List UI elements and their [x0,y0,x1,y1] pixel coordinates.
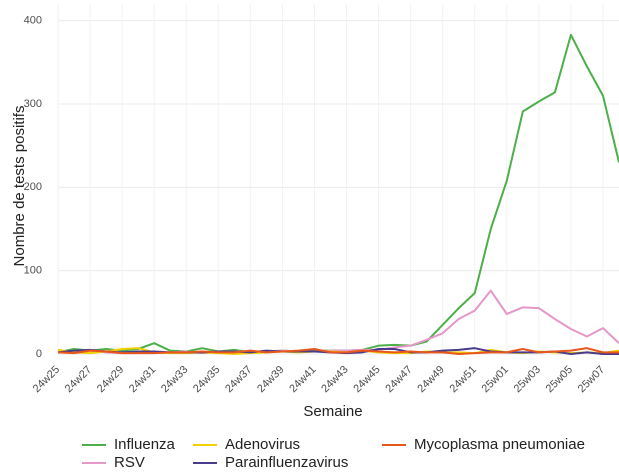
x-tick-label: 24w45 [351,364,382,395]
x-tick-label: 24w27 [63,364,94,395]
x-tick-label: 25w03 [512,364,543,395]
legend-label: Parainfluenzavirus [225,454,348,471]
x-tick-label: 24w49 [415,364,446,395]
x-tick-label: 24w35 [191,364,222,395]
x-tick-label: 24w25 [31,364,62,395]
y-tick-label: 400 [24,15,42,27]
legend-label: Influenza [114,436,176,453]
x-axis-title: Semaine [303,403,362,420]
x-tick-label: 24w37 [223,364,254,395]
x-tick-label: 25w01 [480,364,511,395]
series-line [57,289,619,355]
legend-label: Mycoplasma pneumoniae [414,436,585,453]
y-tick-label: 300 [24,98,42,110]
series-line [57,33,619,354]
y-tick-label: 200 [24,181,42,193]
x-tick-label: 24w47 [383,364,414,395]
x-tick-label: 24w39 [255,364,286,395]
y-axis-title: Nombre de tests positifs [11,106,28,267]
series-line [57,347,619,355]
x-tick-label: 24w29 [95,364,126,395]
x-tick-label: 24w51 [448,364,479,395]
x-tick-label: 25w07 [576,364,607,395]
y-tick-label: 100 [24,265,42,277]
legend-label: Adenovirus [225,436,300,453]
x-tick-label: 24w41 [287,364,318,395]
x-tick-label: 24w43 [319,364,350,395]
x-tick-label: 24w31 [127,364,158,395]
x-tick-label: 25w05 [544,364,575,395]
x-tick-label: 24w33 [159,364,190,395]
legend-label: RSV [114,454,145,471]
y-tick-label: 0 [36,348,42,360]
